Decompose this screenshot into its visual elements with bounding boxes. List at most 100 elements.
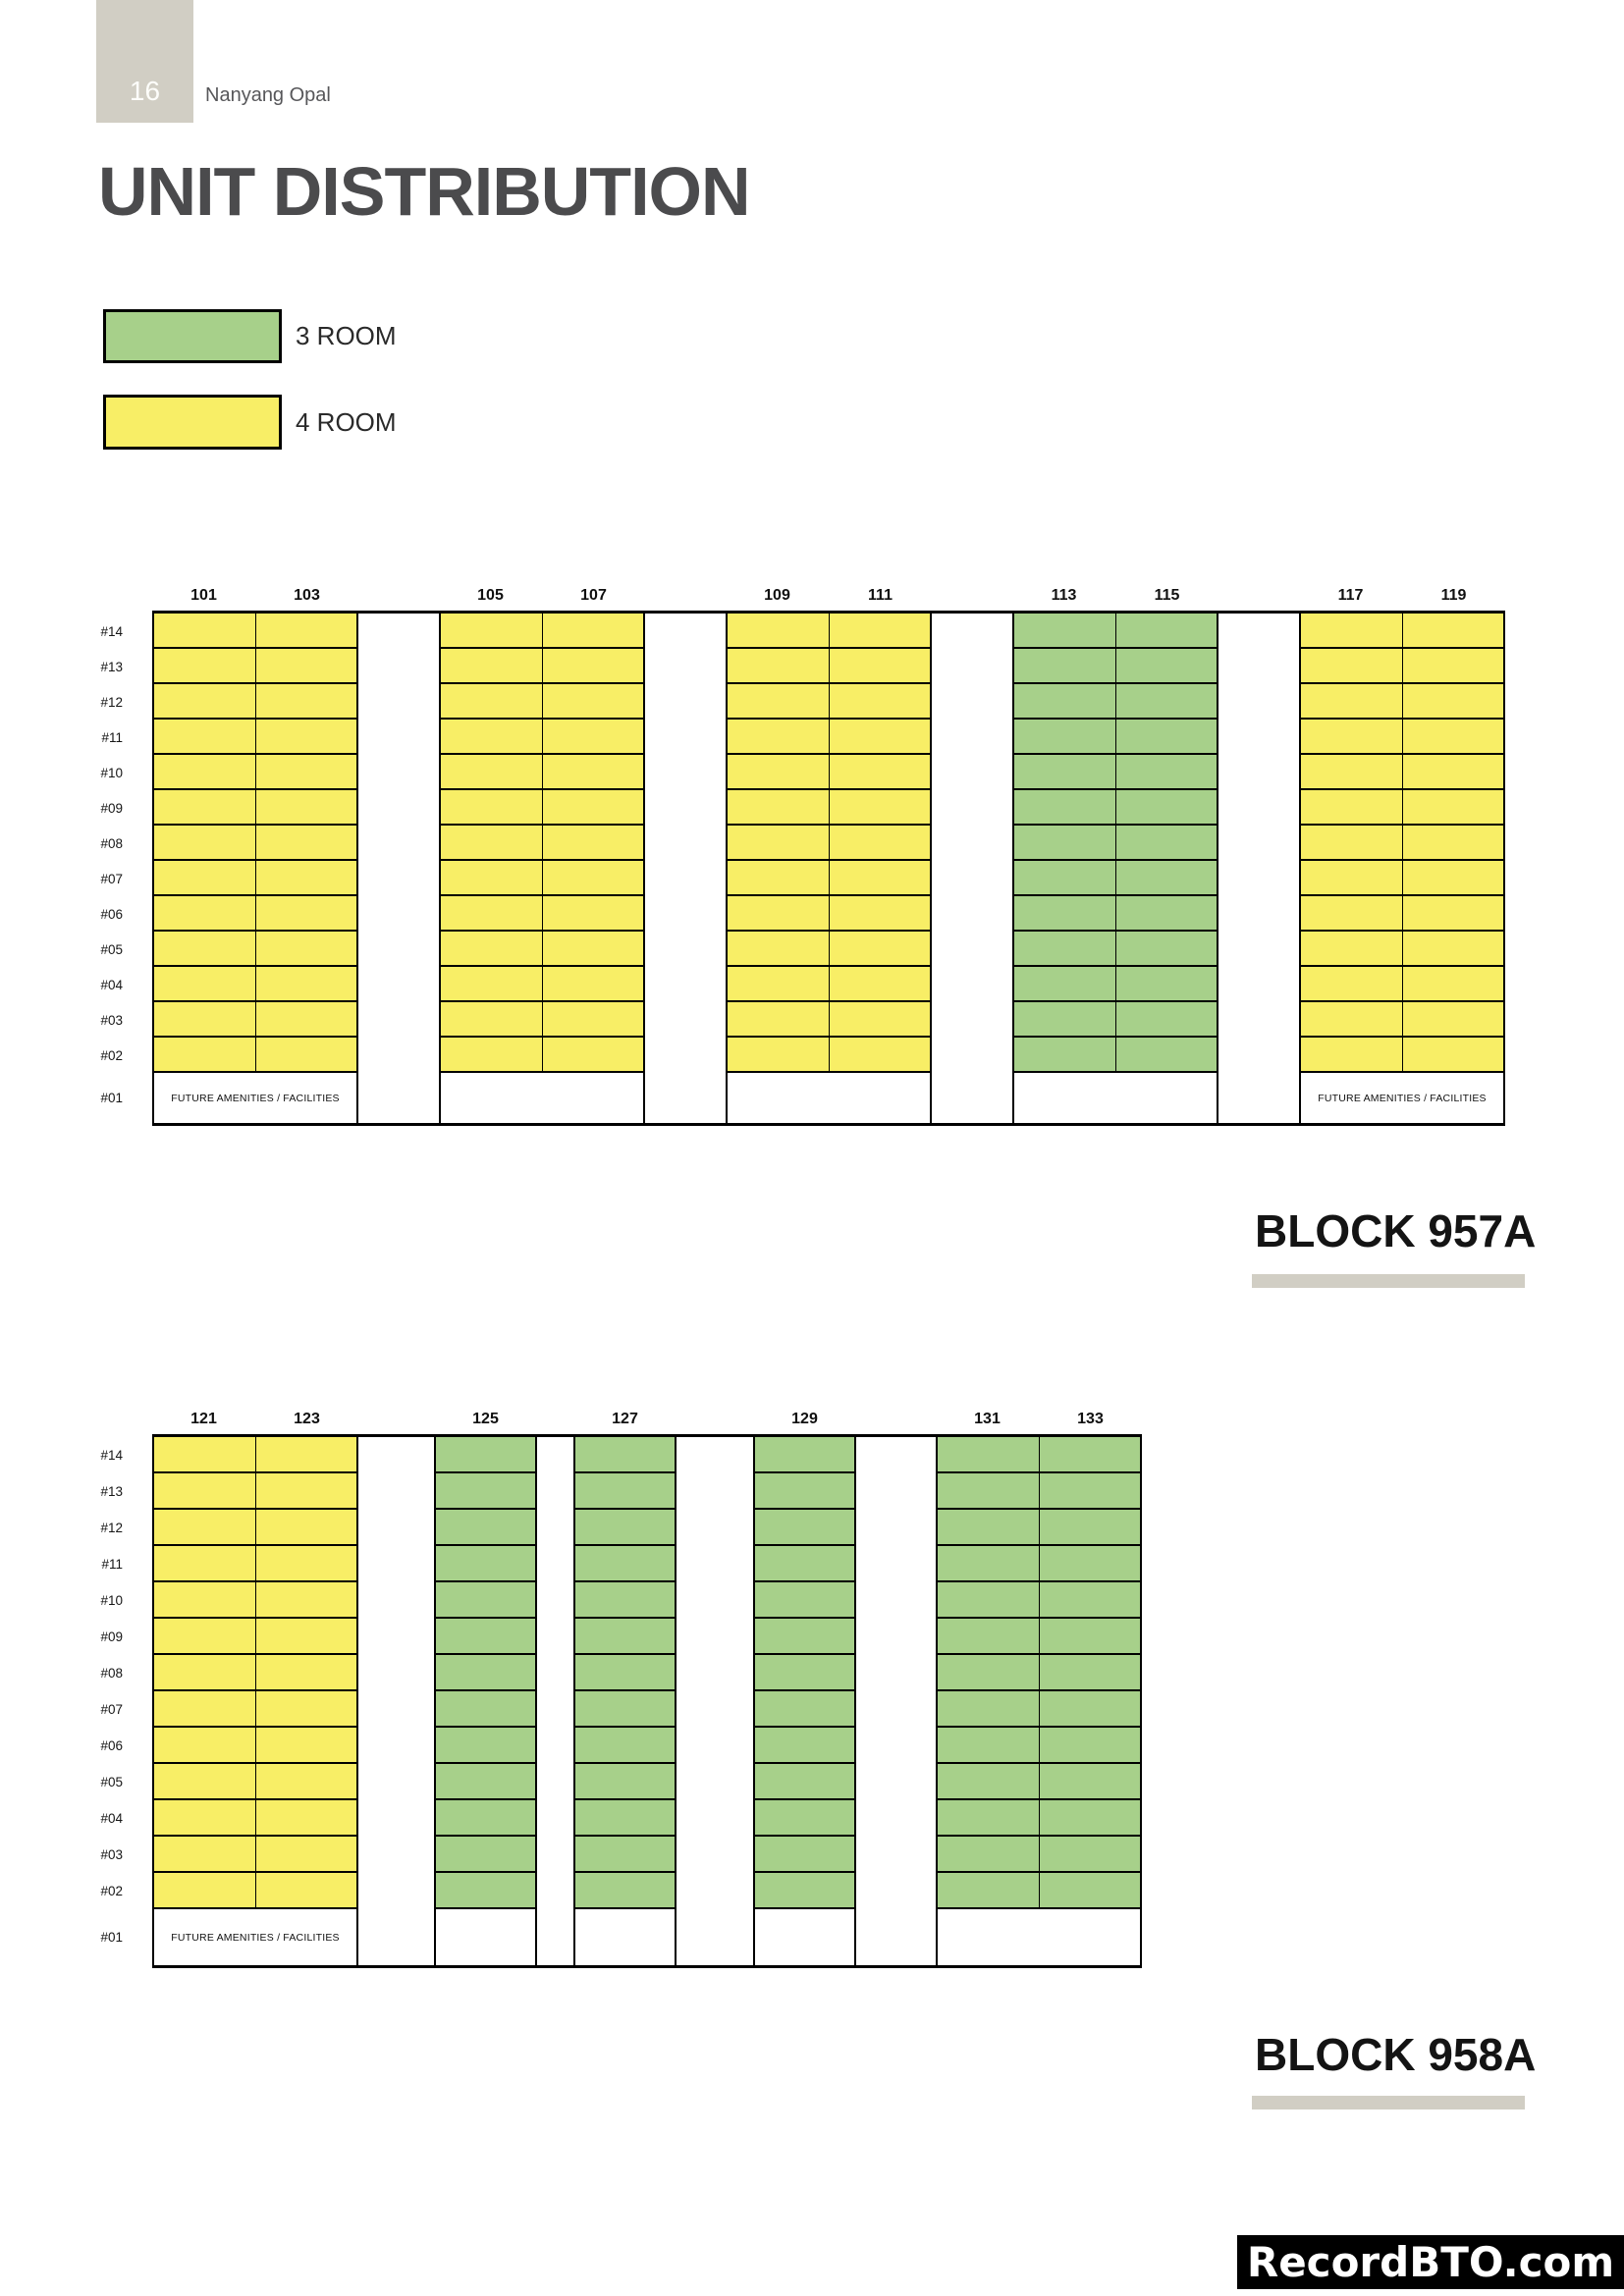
unit-cell <box>755 1873 854 1907</box>
stack-gap <box>856 1437 936 1965</box>
unit-stack: FUTURE AMENITIES / FACILITIES <box>152 1437 358 1965</box>
floor-label: #03 <box>100 1012 123 1028</box>
floor-row <box>728 861 930 896</box>
unit-cell <box>441 861 542 894</box>
unit-cell <box>541 790 644 824</box>
floor-row <box>1301 684 1503 720</box>
floor-row <box>436 1619 535 1655</box>
page-number: 16 <box>129 76 161 106</box>
floor-row <box>154 1728 356 1764</box>
unit-cell <box>1038 1691 1141 1726</box>
unit-cell <box>1401 790 1504 824</box>
unit-cell <box>728 896 829 930</box>
unit-cell <box>254 932 357 965</box>
unit-cell <box>1014 790 1115 824</box>
floor-row <box>441 896 643 932</box>
unit-cell <box>1114 684 1218 718</box>
unit-cell <box>436 1837 535 1871</box>
unit-cell <box>938 1582 1039 1617</box>
unit-cell <box>1014 826 1115 859</box>
unit-cell <box>1038 1764 1141 1798</box>
unit-stack-number: 107 <box>580 587 607 604</box>
unit-stack-number: 109 <box>764 587 790 604</box>
unit-stack-number: 131 <box>974 1411 1001 1427</box>
floor-label: #02 <box>100 1047 123 1063</box>
unit-cell <box>154 1691 255 1726</box>
unit-cell <box>1401 614 1504 647</box>
unit-cell <box>575 1764 675 1798</box>
unit-cell <box>436 1437 535 1471</box>
stack-header-group: 105 107 <box>439 581 645 611</box>
floor-row <box>436 1546 535 1582</box>
unit-cell <box>575 1619 675 1653</box>
unit-cell <box>154 614 255 647</box>
ground-floor-cell <box>1014 1073 1217 1123</box>
floor-label: #01 <box>100 1930 123 1945</box>
unit-cell <box>154 1510 255 1544</box>
unit-cell <box>154 790 255 824</box>
floor-row <box>575 1691 675 1728</box>
stack-header-group: 117 119 <box>1299 581 1505 611</box>
floor-row <box>1014 614 1217 649</box>
floor-row <box>436 1655 535 1691</box>
unit-stack-number: 133 <box>1077 1411 1104 1427</box>
unit-cell <box>1401 932 1504 965</box>
floor-row <box>755 1764 854 1800</box>
unit-cell <box>441 1038 542 1071</box>
page-number-box: 16 <box>96 0 193 123</box>
unit-cell <box>154 1038 255 1071</box>
unit-cell <box>1401 684 1504 718</box>
unit-stack <box>936 1437 1142 1965</box>
floor-label: #11 <box>101 1557 123 1572</box>
unit-cell <box>254 1837 357 1871</box>
unit-cell <box>1301 649 1402 682</box>
legend-swatch-4room <box>103 395 282 450</box>
unit-cell <box>938 1510 1039 1544</box>
unit-cell <box>436 1510 535 1544</box>
stack-headers: 101 103 105 107 109 111 113 115 117 119 <box>152 581 1505 611</box>
unit-cell <box>1114 790 1218 824</box>
legend-label-3room: 3 ROOM <box>296 321 397 350</box>
floor-row <box>728 684 930 720</box>
unit-cell <box>154 861 255 894</box>
unit-cell <box>1114 826 1218 859</box>
unit-cell <box>436 1800 535 1835</box>
unit-cell <box>1114 1002 1218 1036</box>
floor-row <box>728 896 930 932</box>
floor-row <box>755 1873 854 1909</box>
floor-row <box>938 1837 1140 1873</box>
floor-labels: #14 #13 #12 #11 #10 #09 #08 #07 #06 #05 #04 #03 #02 #… <box>39 1437 123 1965</box>
floor-row <box>938 1582 1140 1619</box>
unit-cell <box>755 1437 854 1471</box>
floor-row <box>575 1582 675 1619</box>
unit-stack-number: 119 <box>1440 587 1467 604</box>
unit-cell <box>254 1764 357 1798</box>
floor-row <box>1301 649 1503 684</box>
unit-stack-number: 125 <box>472 1411 499 1427</box>
floor-row <box>575 1546 675 1582</box>
floor-label: #06 <box>100 906 123 922</box>
unit-cell <box>436 1691 535 1726</box>
unit-cell <box>938 1728 1039 1762</box>
floor-row <box>441 1002 643 1038</box>
unit-cell <box>541 932 644 965</box>
floor-row <box>154 896 356 932</box>
stack-header-group: 109 111 <box>726 581 932 611</box>
watermark-text: RecordBTO.com <box>1246 2237 1615 2286</box>
unit-stack-number: 129 <box>791 1411 818 1427</box>
ground-floor-cell: FUTURE AMENITIES / FACILITIES <box>154 1909 356 1965</box>
unit-cell <box>1301 932 1402 965</box>
unit-cell <box>541 614 644 647</box>
unit-cell <box>938 1691 1039 1726</box>
floor-row <box>575 1800 675 1837</box>
floor-row <box>1014 861 1217 896</box>
unit-cell <box>1301 896 1402 930</box>
floor-row <box>154 755 356 790</box>
unit-stack-number: 123 <box>294 1411 320 1427</box>
unit-cell <box>575 1437 675 1471</box>
ground-floor-cell <box>575 1909 675 1965</box>
floor-row <box>728 614 930 649</box>
unit-cell <box>828 861 931 894</box>
unit-stack-number: 101 <box>190 587 217 604</box>
ground-floor-cell <box>755 1909 854 1965</box>
